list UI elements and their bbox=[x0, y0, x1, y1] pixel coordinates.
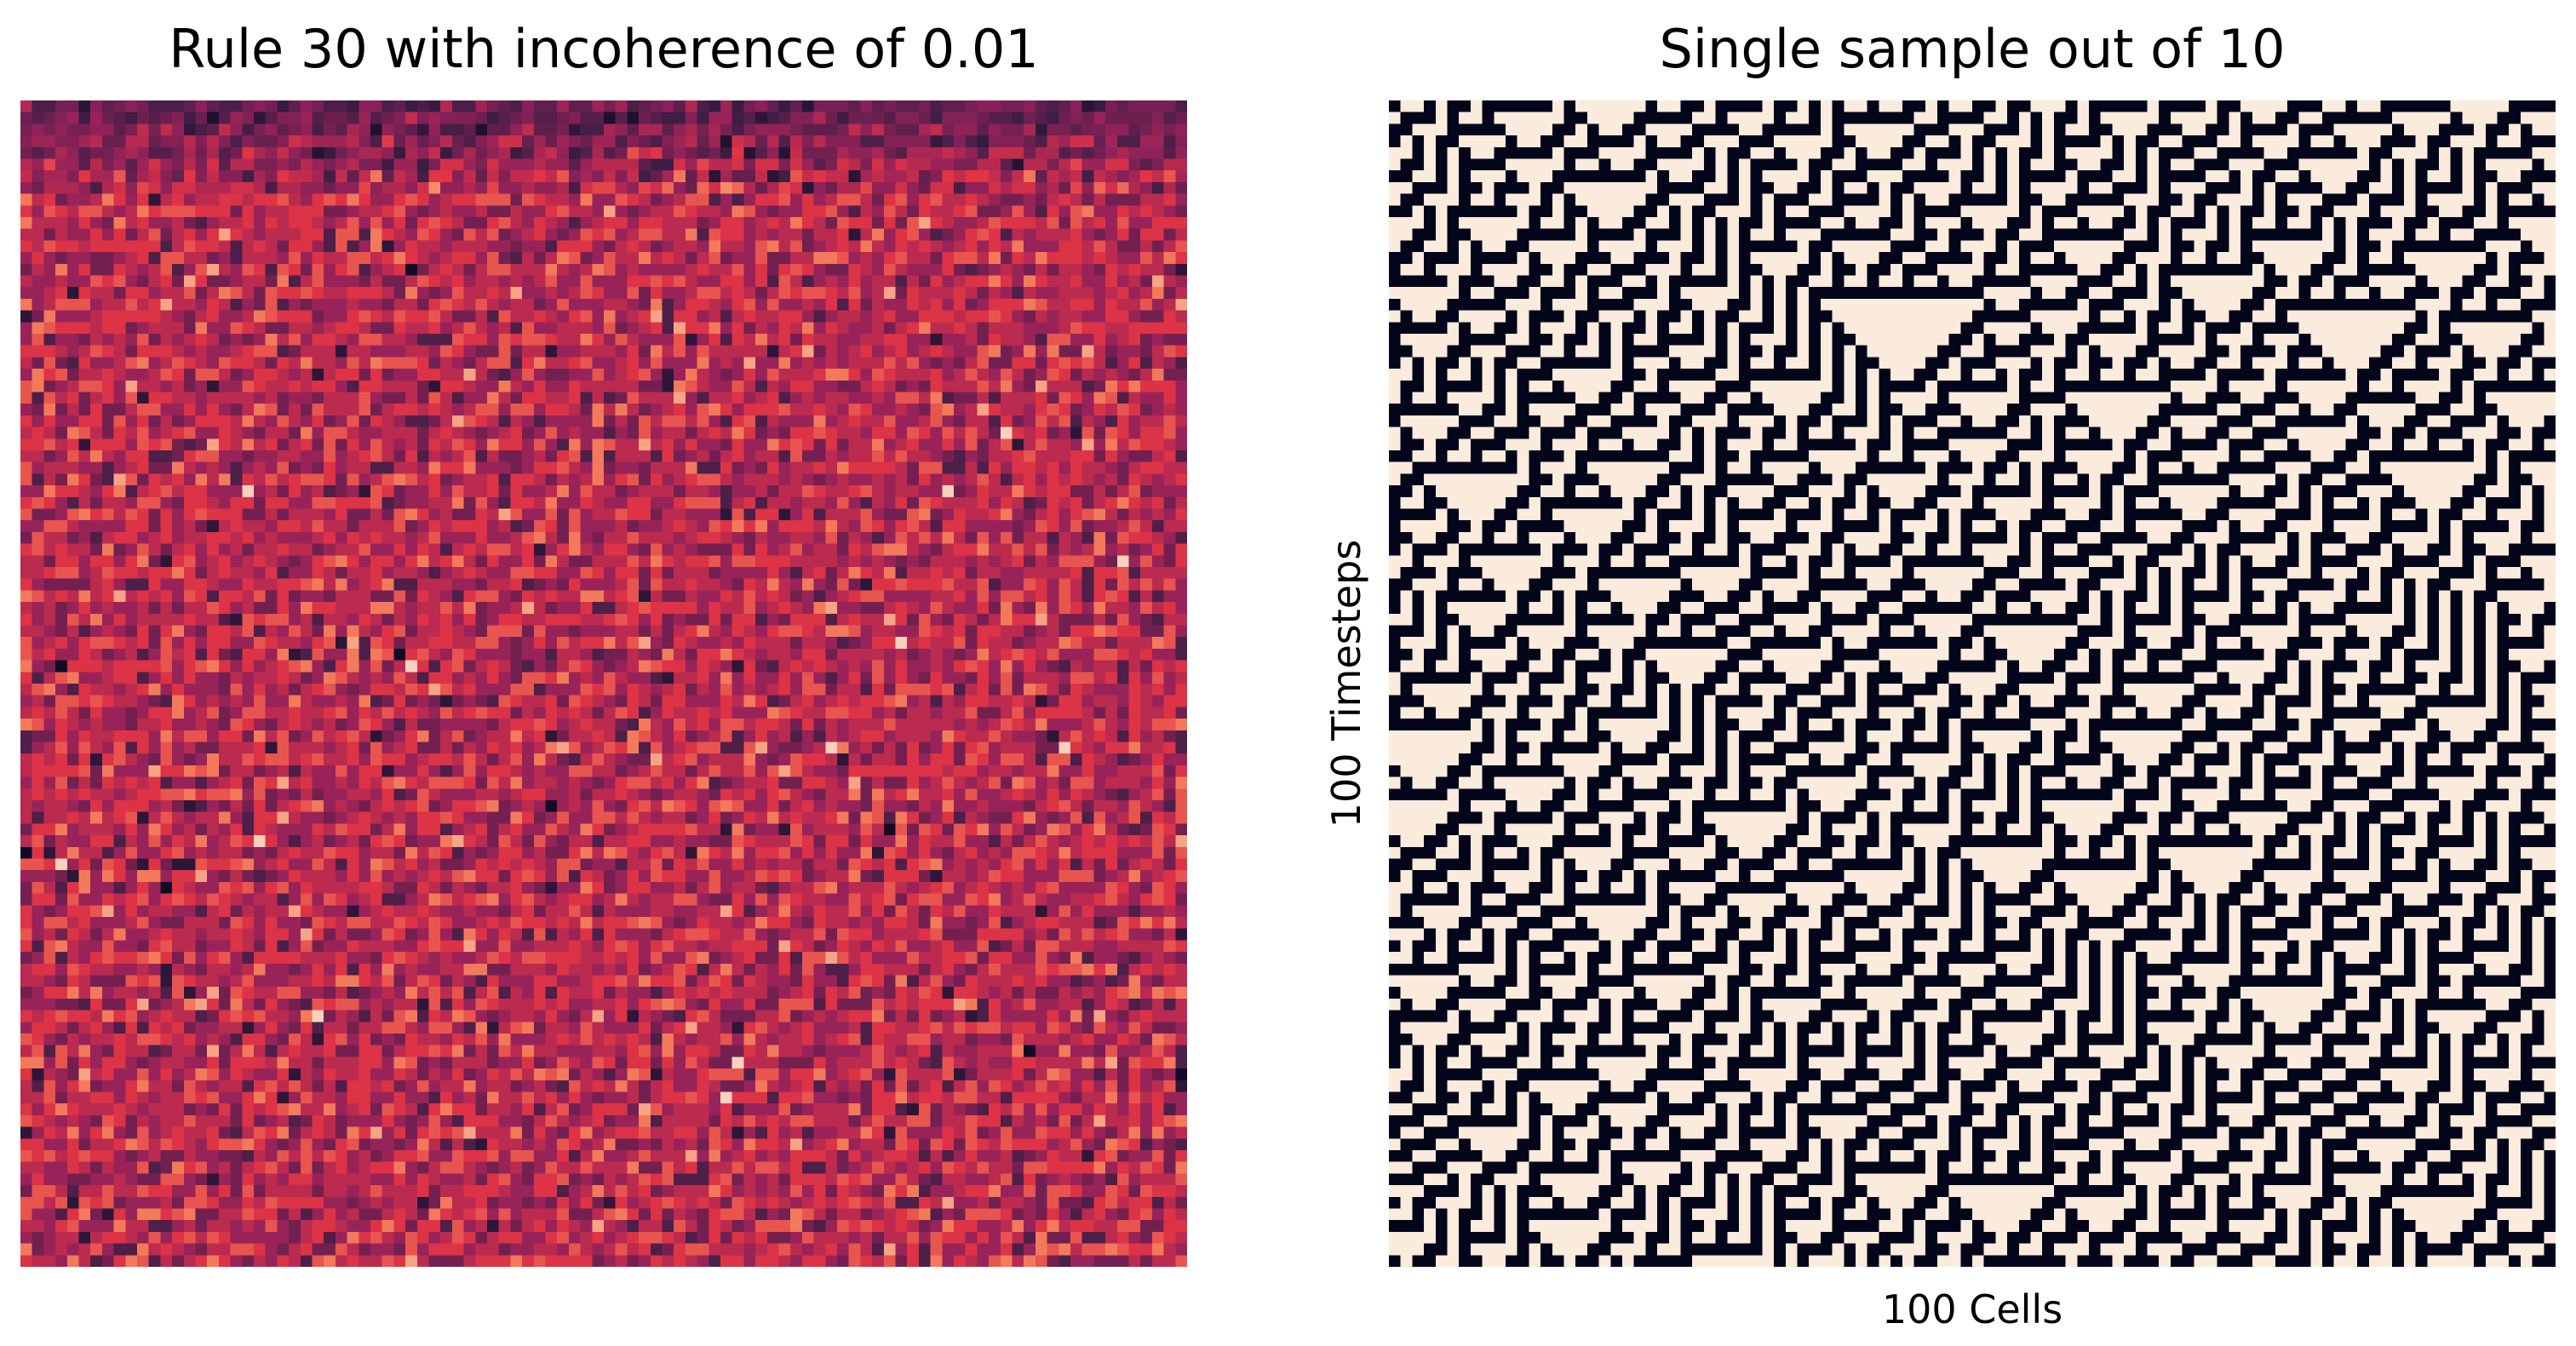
heatmap-single-sample bbox=[1389, 100, 2556, 1267]
chart-title-left: Rule 30 with incoherence of 0.01 bbox=[169, 18, 1039, 80]
x-axis-label: 100 Cells bbox=[1881, 1286, 2063, 1332]
chart-title-right: Single sample out of 10 bbox=[1659, 18, 2286, 80]
y-axis-label: 100 Timesteps bbox=[1323, 539, 1369, 828]
heatmap-average bbox=[20, 100, 1187, 1267]
